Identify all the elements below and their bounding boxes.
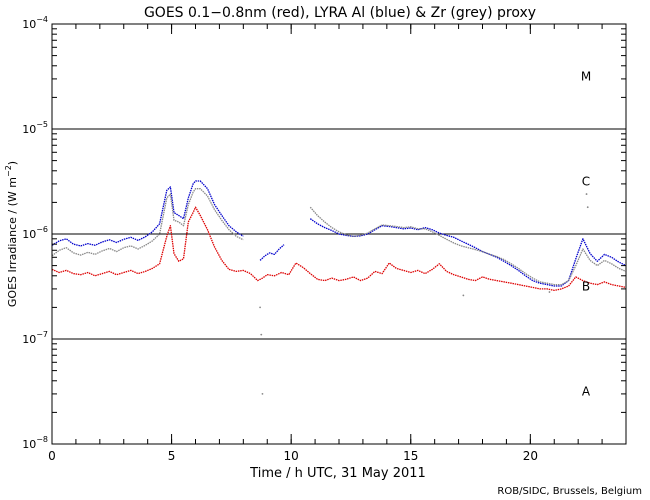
- flare-class-label-m: M: [581, 70, 591, 84]
- y-axis-label-sup: −2: [4, 165, 13, 177]
- y-tick-label: 10−7: [22, 330, 48, 346]
- series-line-lyra-al-proxy: [51, 180, 244, 247]
- y-axis-ticks: 10−410−510−610−710−8: [22, 15, 626, 451]
- x-tick-label: 20: [523, 449, 538, 463]
- y-axis-label-main: GOES Irradiance / (W m: [6, 177, 19, 307]
- y-tick-base: 10: [22, 333, 36, 346]
- y-tick-exponent: −4: [36, 15, 48, 24]
- y-tick-exponent: −5: [36, 120, 48, 129]
- flare-class-label-a: A: [582, 385, 591, 399]
- y-tick-exponent: −7: [36, 330, 48, 339]
- flare-class-label-b: B: [582, 280, 590, 294]
- y-tick-exponent: −8: [36, 435, 48, 444]
- y-tick-label: 10−6: [22, 225, 48, 241]
- plot-frame: [51, 23, 627, 445]
- y-tick-label: 10−4: [22, 15, 48, 31]
- y-tick-label: 10−8: [22, 435, 48, 451]
- y-axis-label: GOES Irradiance / (W m−2): [4, 161, 19, 307]
- outlier-point: [260, 333, 263, 336]
- y-tick-base: 10: [22, 18, 36, 31]
- series-line-lyra-zr-proxy: [309, 206, 627, 286]
- outlier-point: [259, 306, 261, 309]
- y-tick-base: 10: [22, 123, 36, 136]
- series-line-lyra-al-proxy: [309, 218, 627, 287]
- outlier-point: [261, 393, 264, 395]
- credit-text: ROB/SIDC, Brussels, Belgium: [497, 486, 642, 497]
- y-tick-base: 10: [22, 438, 36, 451]
- y-tick-label: 10−5: [22, 120, 48, 136]
- x-axis-label: Time / h UTC, 31 May 2011: [249, 466, 426, 481]
- flare-class-label-c: C: [582, 175, 590, 189]
- y-tick-base: 10: [22, 228, 36, 241]
- data-series: [51, 180, 627, 395]
- x-tick-label: 0: [48, 449, 56, 463]
- outlier-point: [462, 294, 465, 297]
- y-tick-exponent: −6: [36, 225, 48, 234]
- chart-title: GOES 0.1−0.8nm (red), LYRA Al (blue) & Z…: [144, 5, 536, 21]
- flare-class-labels: M C B A: [581, 70, 591, 399]
- series-line-lyra-al-proxy: [259, 244, 285, 261]
- x-tick-label: 5: [168, 449, 176, 463]
- x-tick-label: 15: [403, 449, 418, 463]
- y-axis-label-end: ): [6, 161, 19, 165]
- outlier-point: [586, 206, 589, 209]
- outlier-point: [585, 193, 588, 195]
- outlier-point: [548, 291, 551, 293]
- x-axis-ticks: 0 5 10 15 20: [48, 24, 603, 463]
- x-tick-label: 10: [284, 449, 299, 463]
- series-line-goes-0-1-0-8nm: [51, 206, 627, 292]
